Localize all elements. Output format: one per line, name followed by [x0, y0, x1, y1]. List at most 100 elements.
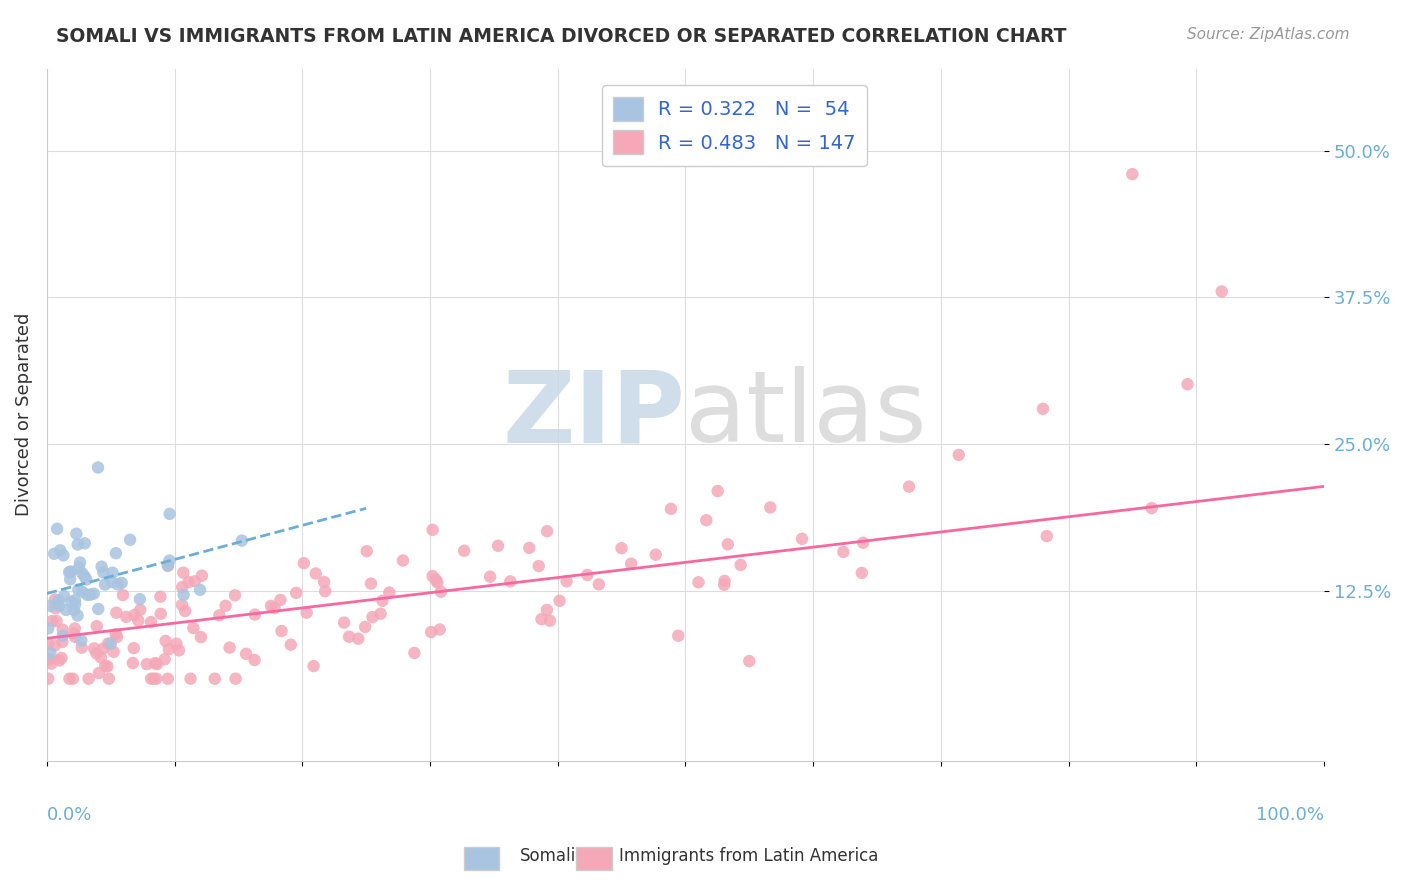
Point — [333, 615, 356, 630]
Point — [555, 574, 578, 589]
Point — [218, 640, 240, 655]
Text: Immigrants from Latin America: Immigrants from Latin America — [619, 847, 877, 865]
Point — [45, 601, 67, 615]
Point — [392, 553, 415, 567]
Point — [170, 598, 193, 612]
Point — [356, 544, 378, 558]
Point — [530, 612, 553, 626]
Point — [90, 650, 112, 665]
Text: ZIP: ZIP — [502, 367, 685, 463]
Point — [75, 573, 97, 587]
Point — [155, 633, 177, 648]
Point — [517, 541, 540, 555]
Point — [1035, 529, 1057, 543]
Point — [156, 672, 179, 686]
Point — [53, 589, 76, 603]
Point — [37, 622, 59, 636]
Point — [52, 549, 75, 563]
Point — [361, 610, 384, 624]
Point — [790, 532, 813, 546]
Point — [184, 574, 207, 589]
Point — [948, 448, 970, 462]
Point — [101, 575, 124, 590]
Point — [208, 608, 231, 623]
Point — [58, 565, 80, 579]
Point — [149, 590, 172, 604]
Point — [104, 627, 127, 641]
Point — [898, 480, 921, 494]
Point — [97, 672, 120, 686]
Point — [44, 592, 66, 607]
Point — [378, 585, 401, 599]
Text: SOMALI VS IMMIGRANTS FROM LATIN AMERICA DIVORCED OR SEPARATED CORRELATION CHART: SOMALI VS IMMIGRANTS FROM LATIN AMERICA … — [56, 27, 1067, 45]
Point — [94, 577, 117, 591]
Point — [730, 558, 752, 572]
Point — [83, 587, 105, 601]
Point — [83, 641, 105, 656]
Point — [292, 556, 315, 570]
Point — [214, 599, 236, 613]
Point — [87, 666, 110, 681]
Point — [1121, 167, 1143, 181]
Point — [107, 577, 129, 591]
Point — [127, 614, 149, 628]
Point — [717, 537, 740, 551]
Point — [87, 602, 110, 616]
Point — [285, 586, 308, 600]
Point — [48, 599, 70, 613]
Point — [41, 657, 63, 671]
Point — [41, 614, 63, 628]
Point — [121, 656, 143, 670]
Point — [145, 672, 167, 686]
Point — [314, 584, 336, 599]
Point — [354, 620, 377, 634]
Point — [63, 593, 86, 607]
Y-axis label: Divorced or Separated: Divorced or Separated — [15, 313, 32, 516]
Point — [610, 541, 633, 556]
Point — [174, 604, 197, 618]
Point — [191, 568, 214, 582]
Point — [52, 629, 75, 643]
Point — [156, 558, 179, 573]
Point — [263, 601, 285, 615]
Point — [422, 523, 444, 537]
Point — [713, 574, 735, 588]
Point — [59, 572, 82, 586]
Point — [65, 597, 87, 611]
Point — [190, 630, 212, 644]
Point — [659, 501, 682, 516]
Point — [70, 633, 93, 648]
Point — [79, 588, 101, 602]
Point — [72, 566, 94, 581]
Point — [270, 624, 292, 638]
Point — [103, 645, 125, 659]
Point — [302, 659, 325, 673]
Point — [139, 615, 162, 629]
Point — [96, 659, 118, 673]
Point — [499, 574, 522, 589]
Point — [337, 630, 360, 644]
Point — [188, 582, 211, 597]
Point — [115, 610, 138, 624]
Point — [180, 672, 202, 686]
Text: Source: ZipAtlas.com: Source: ZipAtlas.com — [1187, 27, 1350, 42]
Point — [52, 623, 75, 637]
Point — [371, 593, 394, 607]
Point — [37, 672, 59, 686]
Point — [453, 543, 475, 558]
Point — [87, 460, 110, 475]
Point — [224, 588, 246, 602]
Point — [370, 607, 392, 621]
Point — [620, 557, 643, 571]
Point — [46, 522, 69, 536]
Point — [101, 566, 124, 580]
Point — [55, 603, 77, 617]
Point — [63, 603, 86, 617]
Point — [51, 634, 73, 648]
Point — [851, 566, 873, 580]
Point — [759, 500, 782, 515]
Point — [666, 629, 689, 643]
Point — [1032, 401, 1054, 416]
Point — [172, 566, 194, 580]
Point — [124, 607, 146, 622]
